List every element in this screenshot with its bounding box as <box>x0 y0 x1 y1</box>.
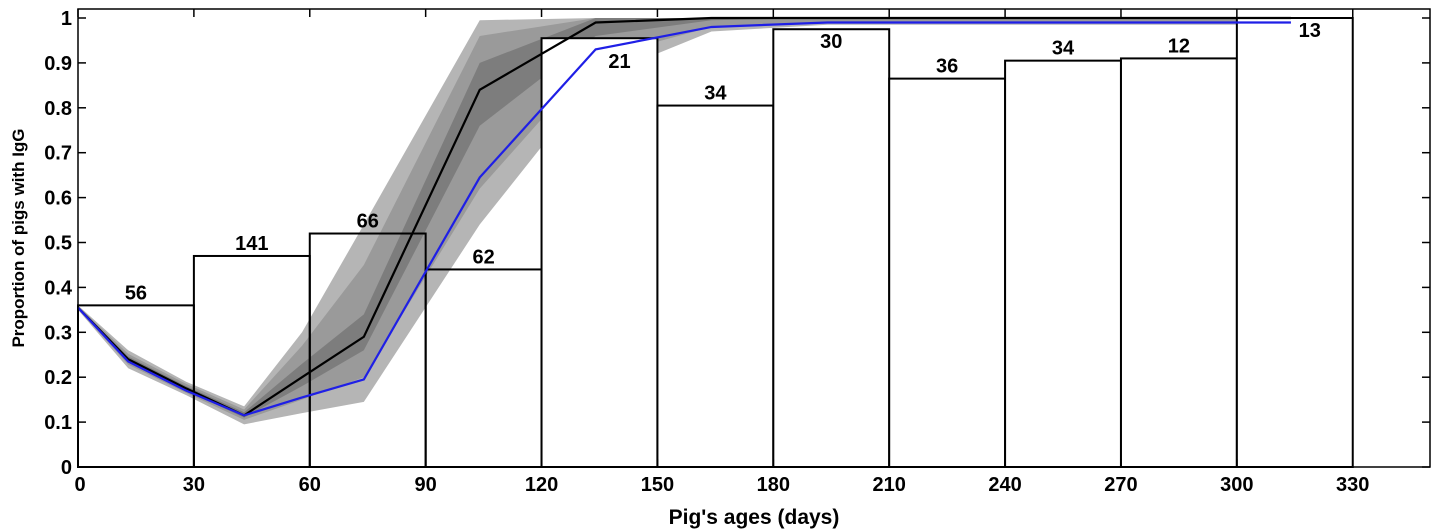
confidence-band-1 <box>78 18 1291 420</box>
series-lines <box>77 16 1291 417</box>
bar-label-6: 30 <box>820 31 842 53</box>
bar-label-8: 34 <box>1052 38 1075 60</box>
y-tick-label-7: 0.7 <box>44 143 72 165</box>
bar-label-5: 34 <box>704 83 727 105</box>
y-tick-label-0: 0 <box>61 457 72 479</box>
y-tick-label-5: 0.5 <box>44 233 72 255</box>
x-tick-label-1: 30 <box>183 474 205 496</box>
x-tick-label-0: 0 <box>74 474 85 496</box>
x-tick-label-5: 150 <box>641 474 674 496</box>
x-axis-title: Pig's ages (days) <box>669 506 840 529</box>
x-tick-label-11: 330 <box>1336 474 1369 496</box>
y-tick-label-2: 0.2 <box>44 367 72 389</box>
bar-5 <box>656 104 775 469</box>
x-tick-label-8: 240 <box>988 474 1021 496</box>
y-tick-label-10: 1 <box>61 8 72 30</box>
x-tick-label-7: 210 <box>873 474 906 496</box>
series-line-1 <box>77 21 1291 417</box>
y-tick-label-9: 0.9 <box>44 53 72 75</box>
bar-7 <box>888 77 1007 469</box>
bar-label-2: 66 <box>357 211 379 233</box>
plot-frame <box>77 8 1431 468</box>
bar-10 <box>1235 17 1354 468</box>
y-tick-label-4: 0.4 <box>44 277 73 299</box>
series-line-0 <box>77 16 1291 417</box>
x-tick-label-10: 300 <box>1220 474 1253 496</box>
y-tick-label-8: 0.8 <box>44 98 72 120</box>
bar-8 <box>1004 59 1122 468</box>
bar-labels: 56 141 66 62 21 34 30 36 34 12 13 <box>125 20 1321 304</box>
bar-label-3: 62 <box>472 246 494 268</box>
bar-label-0: 56 <box>125 282 147 304</box>
bar-9 <box>1119 57 1238 468</box>
bar-label-7: 36 <box>936 56 958 78</box>
bar-label-4: 21 <box>608 51 630 73</box>
x-tick-label-2: 60 <box>299 474 321 496</box>
y-axis-title: Proportion of pigs with IgG <box>9 128 28 347</box>
y-tick-label-3: 0.3 <box>44 322 72 344</box>
x-tick-label-6: 180 <box>757 474 790 496</box>
bar-4 <box>540 37 659 469</box>
x-tick-label-4: 120 <box>525 474 558 496</box>
x-tick-label-9: 270 <box>1104 474 1137 496</box>
bars <box>77 17 1354 469</box>
confidence-bands <box>78 18 1291 425</box>
bar-3 <box>424 268 543 468</box>
bar-label-10: 13 <box>1299 20 1321 42</box>
x-tick-label-3: 90 <box>415 474 437 496</box>
y-tick-label-6: 0.6 <box>44 188 72 210</box>
bar-6 <box>772 28 891 468</box>
axis-ticks: 0 30 60 90 120 150 180 210 240 270 300 330 0 0.1 0.2 0.… <box>44 8 1430 496</box>
y-tick-label-1: 0.1 <box>44 412 72 434</box>
bar-label-9: 12 <box>1168 35 1190 57</box>
bar-label-1: 141 <box>235 233 268 255</box>
